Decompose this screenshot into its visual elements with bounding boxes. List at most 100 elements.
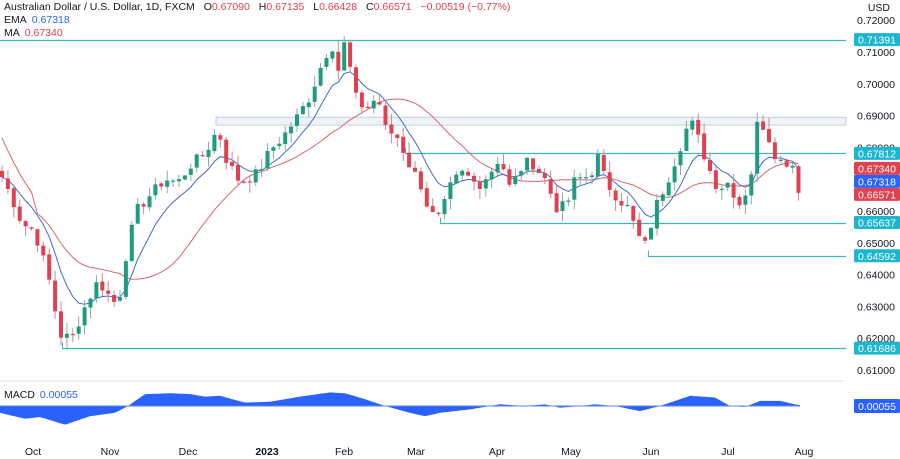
candle (767, 129, 771, 143)
candle (177, 179, 181, 182)
candle (295, 114, 299, 126)
ma-value: 0.67340 (24, 27, 63, 39)
candle (560, 201, 565, 211)
candle (725, 182, 730, 188)
price-tag (854, 187, 900, 201)
candle (283, 132, 288, 145)
price-change: −0.00519 (−0.77%) (420, 1, 511, 13)
price-tag (854, 341, 900, 355)
candle (182, 175, 187, 180)
ema-value: 0.67318 (31, 14, 70, 26)
candle (466, 171, 471, 176)
candle (395, 134, 400, 139)
price-tag-label: 0.67812 (858, 148, 896, 160)
candle (625, 204, 630, 207)
candle (277, 143, 282, 147)
candle (17, 206, 22, 221)
candle (772, 142, 777, 160)
macd-legend[interactable]: MACD 0.00055 (4, 389, 78, 402)
price-tag (854, 161, 900, 175)
candle (483, 179, 488, 189)
y-tick-label: 0.65000 (857, 238, 895, 250)
candle (159, 183, 164, 187)
candle (442, 199, 447, 215)
time-axis[interactable]: Oct Nov Dec 2023 Feb Mar Apr May Jun Jul Aug (25, 446, 814, 458)
candle (236, 164, 240, 181)
candle (70, 333, 75, 336)
ema-legend[interactable]: EMA 0.67318 (4, 14, 70, 27)
price-tag-label: 0.67340 (858, 163, 896, 175)
candle (654, 199, 659, 229)
candle (778, 159, 783, 161)
candle (5, 178, 10, 189)
candle (548, 179, 553, 194)
candle (47, 254, 52, 280)
symbol-title: Australian Dollar / U.S. Dollar, 1D, FXC… (4, 1, 195, 13)
candle (365, 106, 370, 109)
macd-label: MACD (4, 389, 35, 401)
candle (194, 154, 199, 168)
candle (708, 160, 712, 171)
candle (0, 170, 4, 178)
candle (383, 105, 388, 125)
y-tick-label: 0.71000 (857, 47, 895, 59)
symbol-legend: Australian Dollar / U.S. Dollar, 1D, FXC… (4, 1, 510, 14)
candle (135, 203, 140, 224)
candle (259, 169, 264, 171)
candle (702, 133, 707, 160)
x-tick-label: Jun (643, 446, 660, 458)
candle (737, 196, 742, 206)
x-tick-label: Apr (489, 446, 506, 458)
ma-label: MA (4, 27, 20, 39)
candle (171, 180, 176, 182)
candle (513, 175, 518, 185)
candle (165, 180, 170, 187)
candle (212, 134, 217, 152)
candle (153, 184, 158, 196)
candle (637, 219, 642, 237)
ma-legend[interactable]: MA 0.67340 (4, 27, 63, 40)
candle (755, 121, 760, 174)
candle (23, 221, 28, 227)
candle (749, 174, 754, 196)
x-tick-label: 2023 (255, 446, 279, 458)
candle (525, 157, 530, 171)
candle (88, 298, 93, 308)
price-tag (854, 146, 900, 160)
candle (690, 120, 695, 130)
candle (206, 149, 211, 158)
price-tag-label: 0.66571 (858, 189, 896, 201)
candle (82, 307, 87, 326)
candle (324, 57, 329, 67)
candle (147, 196, 152, 208)
ema-line (1, 71, 799, 305)
candle (330, 51, 335, 59)
candle (418, 171, 423, 190)
resistance-zone-box[interactable] (215, 116, 847, 126)
horizontal-levels[interactable] (0, 39, 847, 350)
x-tick-label: Oct (25, 446, 41, 458)
candle (542, 173, 547, 178)
currency-button[interactable]: USD (863, 1, 894, 15)
candle (41, 245, 46, 256)
price-tag (854, 249, 900, 263)
x-tick-label: Dec (179, 446, 198, 458)
x-tick-label: Mar (407, 446, 426, 458)
y-tick-label: 0.70000 (857, 79, 895, 91)
candle (536, 168, 541, 174)
candle (300, 106, 305, 115)
price-tag-label: 0.64592 (858, 251, 896, 263)
candle (672, 166, 677, 183)
candle (401, 136, 406, 153)
candle (129, 224, 134, 262)
macd-tag (854, 399, 900, 413)
candle (590, 175, 594, 177)
price-tag-label: 0.65637 (858, 218, 896, 230)
candle (796, 166, 801, 193)
candle (59, 311, 63, 338)
macd-value: 0.00055 (39, 389, 78, 401)
candle (413, 167, 417, 172)
price-axis[interactable]: 0.720000.710000.700000.690000.680000.670… (857, 15, 895, 377)
